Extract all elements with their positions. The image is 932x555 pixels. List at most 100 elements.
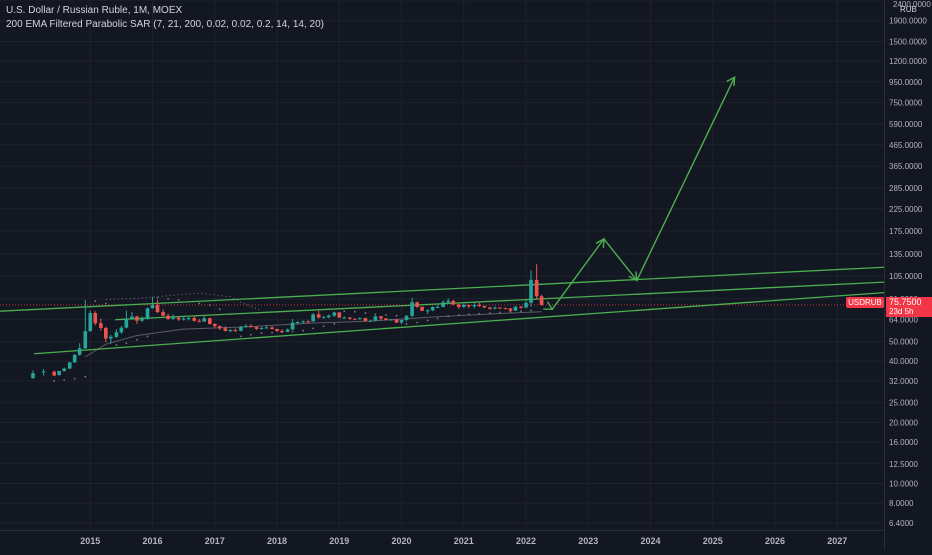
- candle-body: [176, 317, 181, 320]
- candle-body: [217, 326, 222, 329]
- price-axis-background: [884, 0, 932, 550]
- candle-body: [534, 279, 539, 297]
- candle-body: [212, 323, 217, 327]
- sar-dot: [467, 313, 470, 316]
- candle-body: [493, 307, 497, 309]
- time-tick-label: 2021: [454, 536, 474, 546]
- candle-body: [264, 327, 269, 329]
- candle-body: [332, 312, 337, 316]
- sar-dot: [187, 300, 190, 303]
- candle-body: [363, 318, 368, 321]
- ema-line: [85, 311, 542, 358]
- candle-body: [119, 327, 124, 333]
- candle-body: [306, 321, 310, 323]
- sar-dot: [302, 329, 305, 332]
- projection-arrowhead: [628, 271, 638, 282]
- candle-body: [270, 327, 274, 330]
- sar-dot: [73, 377, 76, 380]
- candle-body: [337, 312, 342, 318]
- sar-dot: [416, 321, 418, 324]
- time-tick-label: 2024: [641, 536, 661, 546]
- time-tick-label: 2025: [703, 536, 723, 546]
- candle-body: [249, 325, 253, 327]
- trendline-layer: [0, 266, 885, 355]
- sar-dot: [249, 333, 252, 336]
- time-tick-label: 2020: [392, 536, 412, 546]
- sar-dot: [177, 299, 180, 301]
- last-price-value: 75.7500: [889, 297, 922, 307]
- price-tick-label: 40.0000: [889, 357, 918, 366]
- sar-dot: [426, 319, 429, 322]
- candle-body: [348, 317, 352, 319]
- candle-body: [301, 321, 305, 323]
- candle-body: [52, 371, 56, 376]
- candle-body: [67, 362, 72, 369]
- candle-body: [420, 306, 424, 311]
- candle-body: [311, 314, 315, 322]
- price-tick-label: 1200.0000: [889, 57, 927, 66]
- candle-body: [446, 300, 451, 303]
- trendline-channel-lower: [34, 291, 885, 355]
- candle-body: [202, 318, 207, 322]
- candle-body: [124, 318, 129, 328]
- sar-dot: [322, 325, 325, 328]
- price-tick-label: 135.0000: [889, 250, 923, 259]
- candle-body: [254, 326, 259, 329]
- price-tick-label: 105.0000: [889, 272, 923, 281]
- candle-body: [186, 317, 191, 319]
- candle-body: [342, 317, 347, 319]
- price-tick-label: 1500.0000: [889, 37, 927, 46]
- candle-body: [228, 330, 233, 332]
- trendline-channel-upper: [0, 266, 885, 312]
- candle-body: [368, 320, 373, 322]
- candle-body: [415, 302, 419, 307]
- candle-body: [539, 296, 544, 305]
- candle-body: [171, 317, 175, 320]
- candle-body: [290, 322, 295, 330]
- sar-dot: [333, 323, 336, 325]
- candle-body: [326, 315, 331, 318]
- projection-arrowhead: [595, 237, 605, 248]
- price-tick-label: 10.0000: [889, 479, 918, 488]
- sar-dot: [229, 313, 232, 316]
- candle-body: [466, 305, 471, 307]
- candle-body: [477, 304, 482, 306]
- sar-dot: [146, 335, 149, 338]
- candle-body: [384, 318, 388, 320]
- candle-body: [472, 304, 477, 307]
- candle-body: [108, 336, 113, 339]
- price-tick-label: 25.0000: [889, 399, 918, 408]
- price-tick-label: 16.0000: [889, 438, 918, 447]
- candle-body: [150, 305, 155, 309]
- candle-body: [130, 316, 134, 319]
- sar-dot: [364, 312, 367, 314]
- candle-body: [93, 313, 98, 324]
- candle-body: [524, 302, 528, 308]
- candle-body: [275, 329, 279, 332]
- sar-dot: [395, 314, 398, 317]
- sar-dot: [208, 304, 211, 307]
- price-tick-label: 8.0000: [889, 499, 914, 508]
- sar-dot: [156, 296, 159, 299]
- candle-body: [358, 318, 362, 320]
- candle-body: [166, 315, 170, 320]
- candle-body: [140, 319, 144, 321]
- candle-body: [99, 323, 103, 328]
- candle-body: [379, 316, 383, 319]
- candle-body: [425, 310, 430, 312]
- candle-body: [513, 306, 518, 311]
- price-tick-label: 64.0000: [889, 316, 918, 325]
- candle-body: [88, 313, 93, 332]
- candle-body: [83, 331, 88, 349]
- time-tick-label: 2015: [80, 536, 100, 546]
- sar-dot: [63, 379, 66, 381]
- candle-body: [488, 307, 492, 309]
- price-tick-label: 32.0000: [889, 377, 918, 386]
- candle-body: [192, 317, 197, 321]
- sar-dot: [167, 298, 169, 300]
- sar-dot: [498, 311, 501, 314]
